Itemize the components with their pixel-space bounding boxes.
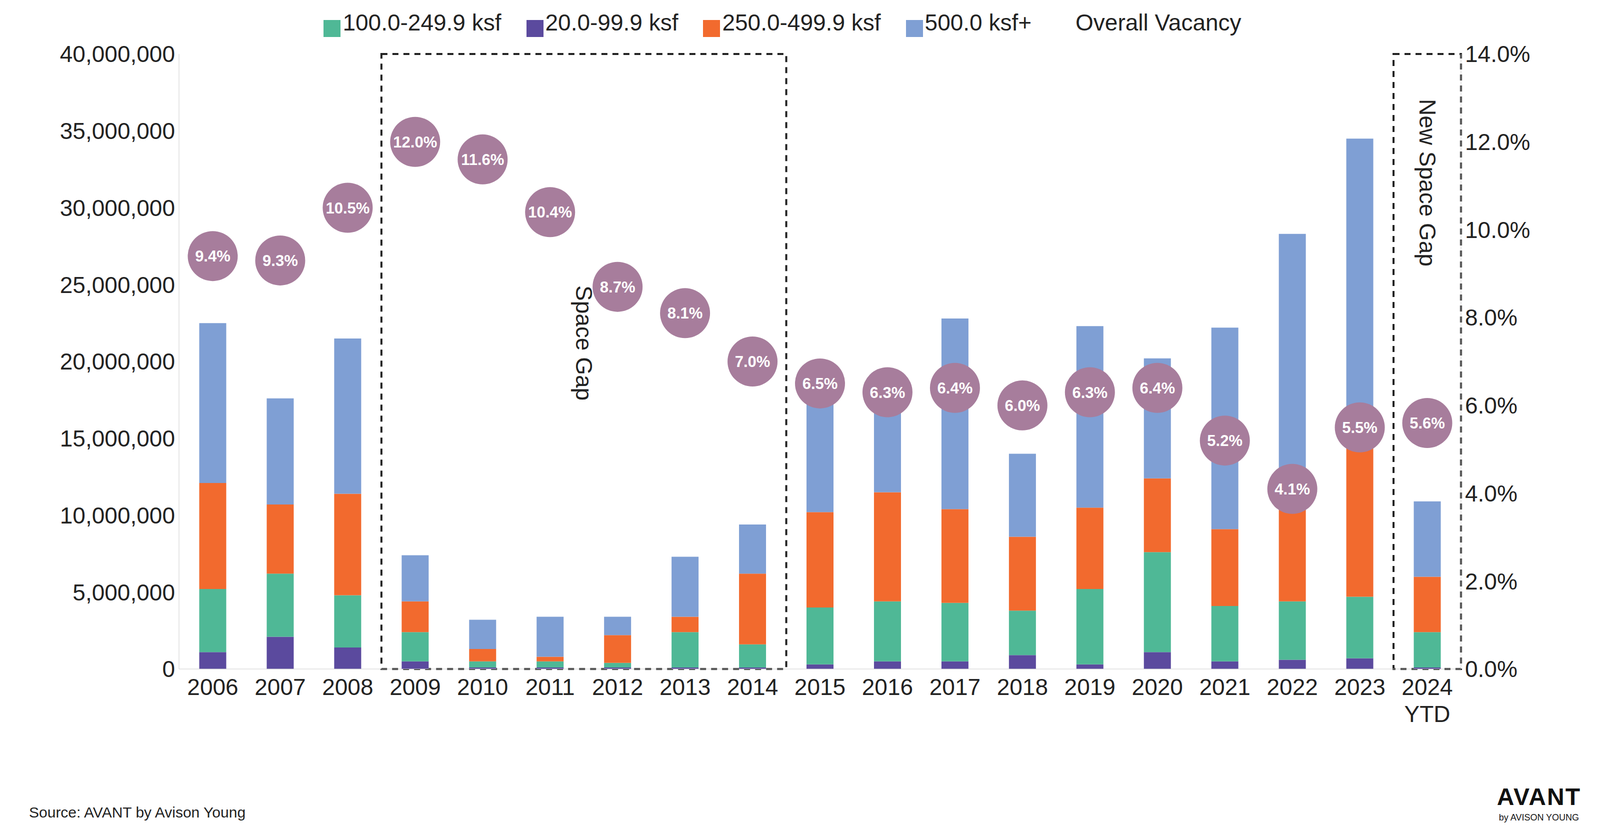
svg-text:7.0%: 7.0%: [735, 353, 771, 371]
svg-text:9.4%: 9.4%: [195, 247, 231, 265]
svg-text:2017: 2017: [929, 674, 981, 700]
svg-text:New Space Gap: New Space Gap: [1414, 99, 1441, 267]
svg-text:10,000,000: 10,000,000: [60, 502, 175, 529]
svg-text:6.0%: 6.0%: [1005, 397, 1041, 415]
svg-text:2008: 2008: [322, 674, 373, 700]
svg-text:2014: 2014: [727, 674, 778, 700]
svg-text:2.0%: 2.0%: [1465, 568, 1518, 595]
svg-text:2009: 2009: [389, 674, 441, 700]
svg-text:5.6%: 5.6%: [1409, 414, 1445, 432]
svg-text:6.5%: 6.5%: [802, 375, 838, 393]
svg-text:Space Gap: Space Gap: [571, 285, 597, 401]
svg-text:2013: 2013: [659, 674, 711, 700]
svg-text:8.1%: 8.1%: [667, 304, 703, 322]
svg-text:2024YTD: 2024YTD: [1401, 674, 1453, 727]
html-text:500.0 ksf+: 500.0 ksf+: [924, 9, 1032, 36]
svg-text:8.7%: 8.7%: [600, 278, 636, 296]
svg-text:2020: 2020: [1132, 674, 1183, 700]
svg-text:5.2%: 5.2%: [1207, 432, 1243, 450]
html-text:Overall Vacancy: Overall Vacancy: [1075, 9, 1242, 36]
svg-text:4.0%: 4.0%: [1465, 480, 1518, 507]
svg-text:14.0%: 14.0%: [1465, 41, 1530, 67]
svg-text:2018: 2018: [997, 674, 1048, 700]
svg-text:2023: 2023: [1334, 674, 1385, 700]
html-text:by AVISON YOUNG: by AVISON YOUNG: [1498, 812, 1580, 823]
svg-text:10.0%: 10.0%: [1465, 217, 1530, 243]
svg-text:2011: 2011: [525, 674, 575, 700]
svg-text:2015: 2015: [794, 674, 846, 700]
svg-text:6.3%: 6.3%: [1072, 384, 1108, 402]
svg-text:2019: 2019: [1064, 674, 1116, 700]
svg-text:2021: 2021: [1199, 674, 1251, 700]
svg-text:2006: 2006: [187, 674, 238, 700]
svg-text:6.3%: 6.3%: [870, 384, 906, 402]
html-text:20.0-99.9 ksf: 20.0-99.9 ksf: [545, 9, 679, 36]
svg-text:2007: 2007: [254, 674, 306, 700]
svg-text:2016: 2016: [862, 674, 913, 700]
svg-text:20,000,000: 20,000,000: [60, 348, 175, 375]
html-text:AVANT: AVANT: [1496, 783, 1581, 810]
svg-text:2022: 2022: [1266, 674, 1318, 700]
svg-text:8.0%: 8.0%: [1465, 304, 1518, 331]
svg-text:10.5%: 10.5%: [325, 199, 370, 217]
svg-text:2012: 2012: [592, 674, 643, 700]
svg-text:6.4%: 6.4%: [1139, 379, 1175, 397]
svg-text:9.3%: 9.3%: [262, 252, 298, 270]
svg-text:30,000,000: 30,000,000: [60, 195, 175, 221]
svg-text:40,000,000: 40,000,000: [60, 41, 175, 67]
svg-text:0.0%: 0.0%: [1465, 656, 1518, 682]
svg-text:2010: 2010: [457, 674, 508, 700]
svg-text:0: 0: [162, 656, 175, 682]
svg-text:11.6%: 11.6%: [461, 151, 504, 169]
html-text:100.0-249.9 ksf: 100.0-249.9 ksf: [342, 9, 502, 36]
svg-text:12.0%: 12.0%: [393, 133, 437, 151]
svg-text:5,000,000: 5,000,000: [72, 579, 175, 606]
svg-text:15,000,000: 15,000,000: [60, 425, 175, 452]
svg-text:5.5%: 5.5%: [1342, 419, 1378, 437]
svg-text:6.4%: 6.4%: [937, 379, 973, 397]
svg-text:25,000,000: 25,000,000: [60, 272, 175, 298]
svg-text:4.1%: 4.1%: [1274, 480, 1310, 498]
svg-text:12.0%: 12.0%: [1465, 129, 1530, 155]
html-text:250.0-499.9 ksf: 250.0-499.9 ksf: [722, 9, 881, 36]
svg-text:6.0%: 6.0%: [1465, 392, 1518, 419]
svg-text:10.4%: 10.4%: [528, 203, 572, 221]
html-text:Source: AVANT by Avison Young: Source: AVANT by Avison Young: [29, 804, 246, 821]
svg-text:35,000,000: 35,000,000: [60, 118, 175, 144]
